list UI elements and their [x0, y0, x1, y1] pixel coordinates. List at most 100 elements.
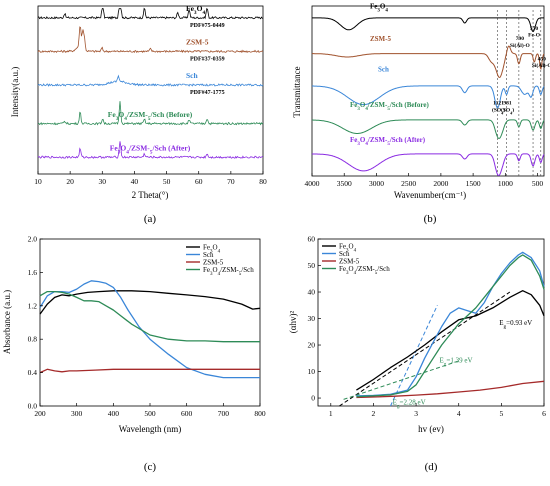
ftir-series-label: Fe3O4 [370, 3, 388, 14]
tangent-line [390, 305, 438, 407]
x-tick-label: 800 [254, 409, 266, 418]
bandgap-label: Eg=2.28 eV [393, 399, 426, 410]
x-tick-label: 200 [34, 409, 46, 418]
x-tick-label: 600 [181, 409, 193, 418]
ftir-series-labels: Fe3O4 ZSM-5 Sch Fe3O4/ZSM-5/Sch (Before) Fe3… [350, 3, 429, 147]
xrd-curve [37, 7, 264, 20]
x-tick-label: 1500 [466, 179, 481, 188]
tauc-curves [356, 251, 545, 399]
ftir-band-number: 981 [503, 101, 512, 107]
tauc-y-axis-label: (αhv)² [288, 311, 298, 334]
ftir-curve [312, 45, 545, 78]
ftir-band-assignment: Si(Al)-O [532, 62, 550, 69]
xrd-curve [37, 101, 264, 126]
ftir-band-annotations: 570Fe-O790Si(Al)-O450Si(Al)-O1121(SO4)98… [492, 26, 550, 115]
caption-b: (b) [424, 213, 437, 225]
legend-label: ZSM-5 [203, 259, 224, 267]
y-tick-label: 1.2 [28, 301, 38, 310]
ftir-series-label: ZSM-5 [370, 35, 392, 43]
xrd-x-ticks: 10 20 30 40 50 60 70 80 [34, 171, 267, 186]
xrd-reference-card: PDF#47-1775 [190, 90, 225, 96]
ftir-band-assignment: Si(Al)-O [510, 42, 531, 49]
tauc-tangent-lines [339, 291, 511, 407]
tauc-bandgap-labels: Eg=0.93 eV Eg=1.39 eV Eg=2.28 eV [393, 319, 533, 410]
xrd-series-label: Fe3O4/ZSM-5/Sch (After) [110, 143, 191, 155]
x-tick-label: 50 [163, 177, 171, 186]
x-tick-label: 3000 [369, 179, 384, 188]
xrd-curve [37, 141, 264, 159]
legend-label: Fe3O4/ZSM-5/Sch [339, 265, 390, 276]
series-line [356, 380, 545, 399]
caption-a: (a) [144, 213, 157, 225]
xrd-reference-card: PDF#37-0359 [190, 57, 225, 63]
uvvis-x-ticks: 200 300 400 500 600 700 800 [34, 403, 266, 418]
series-line [39, 280, 260, 379]
x-tick-label: 40 [131, 177, 139, 186]
x-tick-label: 4000 [305, 179, 320, 188]
x-tick-label: 30 [99, 177, 107, 186]
legend-label: Sch [339, 250, 350, 258]
ftir-curve [311, 153, 545, 177]
ftir-panel: Fe3O4 ZSM-5 Sch Fe3O4/ZSM-5/Sch (Before) Fe3… [292, 3, 550, 225]
xrd-curve [37, 74, 264, 87]
y-tick-label: 2.0 [28, 235, 38, 244]
x-tick-label: 5 [499, 409, 503, 418]
xrd-series-label: Sch [186, 71, 199, 80]
x-tick-label: 3500 [337, 179, 352, 188]
x-tick-label: 2500 [401, 179, 416, 188]
uvvis-curves [39, 280, 261, 379]
ftir-curve [312, 119, 545, 139]
y-tick-label: 0.8 [28, 335, 38, 344]
y-tick-label: 0.0 [28, 402, 38, 411]
ftir-series-label: Fe3O4/ZSM-5/Sch (After) [350, 136, 426, 147]
x-tick-label: 20 [66, 177, 74, 186]
xrd-curves [37, 7, 264, 159]
xrd-y-axis-label: Intensity(a.u.) [10, 67, 20, 117]
ftir-series-label: Sch [378, 65, 389, 73]
x-tick-label: 500 [532, 179, 544, 188]
plot-frame-c-box [39, 238, 261, 407]
caption-c: (c) [144, 461, 157, 473]
bandgap-label: Eg=0.93 eV [499, 319, 532, 330]
legend-label: Sch [203, 251, 214, 259]
y-tick-label: 60 [308, 235, 316, 244]
y-tick-label: 40 [308, 288, 316, 297]
x-tick-label: 6 [542, 409, 546, 418]
x-tick-label: 3 [414, 409, 418, 418]
y-tick-label: 20 [308, 341, 316, 350]
ftir-band-assignment: Fe-O [528, 33, 541, 39]
tauc-x-axis-label: hv (ev) [418, 424, 444, 434]
series-line [356, 254, 545, 398]
xrd-reference-card: PDF#75-0449 [190, 23, 225, 29]
y-tick-label: 1.6 [28, 268, 38, 277]
x-tick-label: 2 [372, 409, 376, 418]
legend-label: Fe3O4 [203, 244, 221, 255]
ftir-band-number: 790 [516, 36, 525, 42]
x-tick-label: 400 [108, 409, 120, 418]
ftir-band-assignment: (SO4) [492, 106, 505, 115]
series-line [39, 290, 261, 315]
caption-d: (d) [425, 461, 438, 473]
y-tick-label: 10 [308, 367, 316, 376]
plot-frame-a [37, 5, 264, 175]
uvvis-y-axis-label: Absorbance (a.u.) [2, 290, 12, 354]
y-tick-label: 0 [311, 394, 315, 403]
y-tick-label: 30 [308, 314, 316, 323]
x-tick-label: 500 [144, 409, 156, 418]
uvvis-x-axis-label: Wavelength (nm) [119, 424, 182, 434]
ftir-x-ticks: 4000 3500 3000 2500 2000 1500 1000 500 [305, 173, 544, 188]
x-tick-label: 70 [227, 177, 235, 186]
ftir-band-number: 1121 [493, 101, 504, 107]
x-tick-label: 80 [259, 177, 267, 186]
y-tick-label: 50 [308, 261, 316, 270]
series-line [356, 251, 545, 397]
xrd-series-label: Fe3O4/ZSM-5/Sch (Before) [108, 110, 193, 122]
legend-label: Fe3O4 [339, 243, 357, 254]
tangent-line [343, 360, 459, 400]
ftir-curves [311, 17, 545, 177]
xrd-x-axis-label: 2 Theta(°) [132, 190, 169, 200]
